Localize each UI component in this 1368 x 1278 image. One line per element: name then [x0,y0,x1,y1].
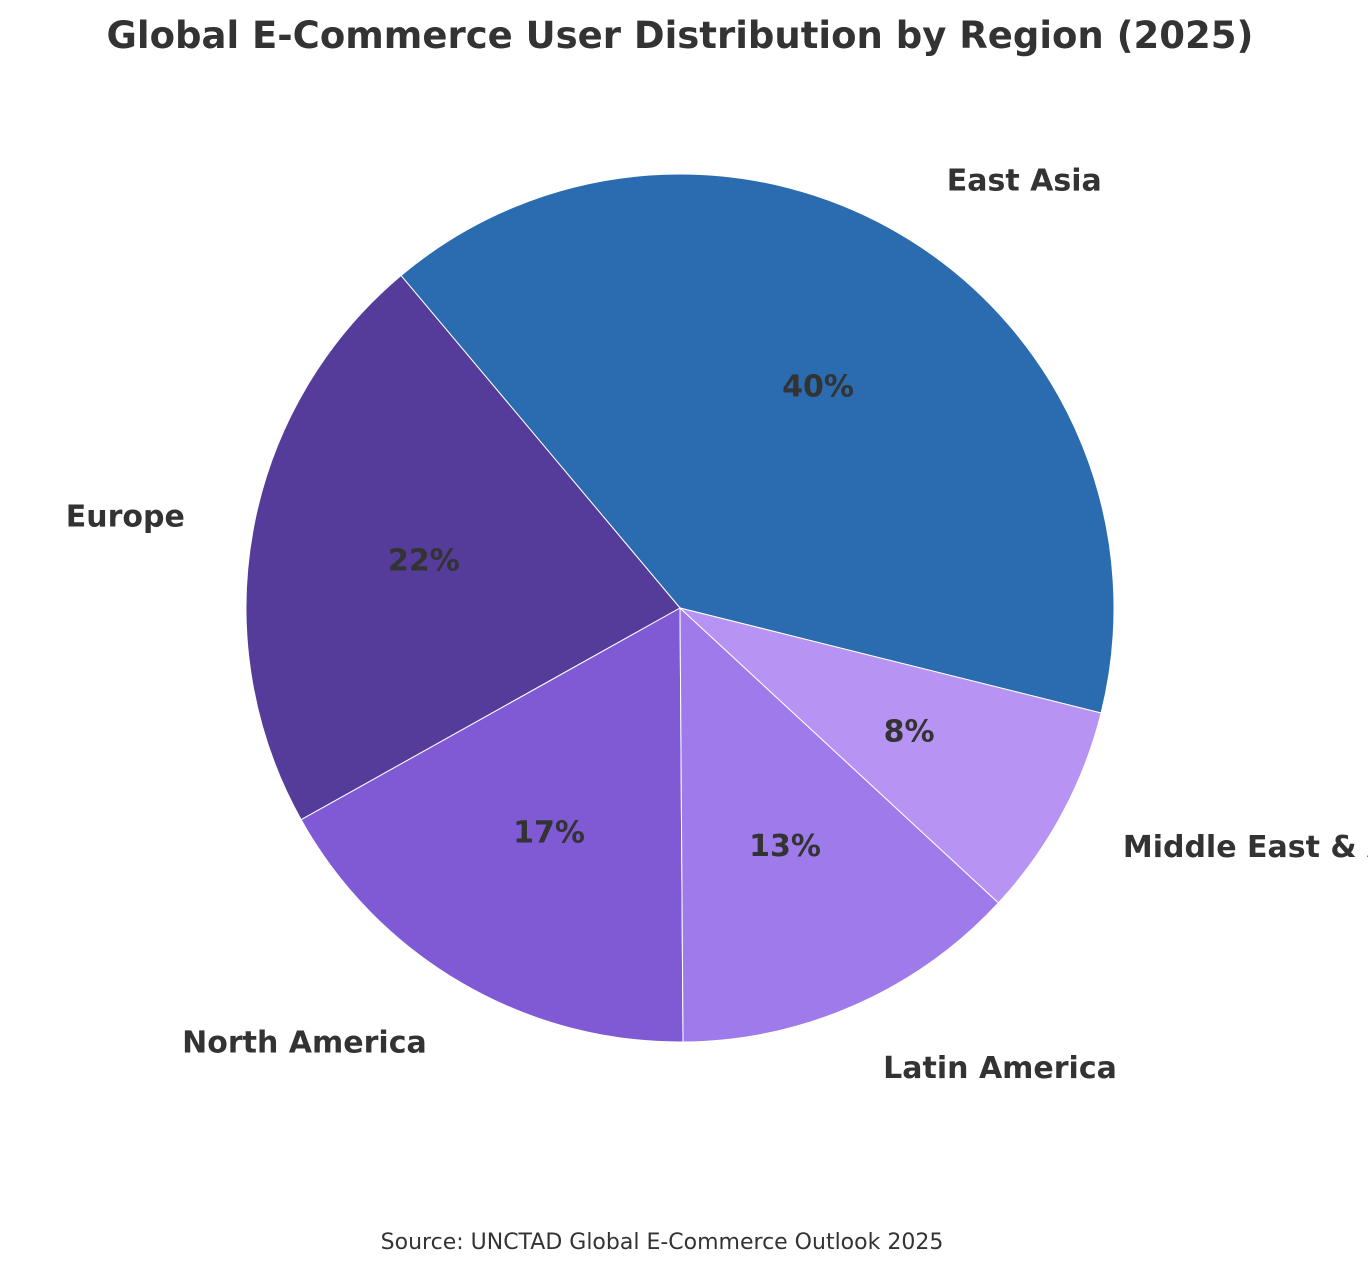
pct-label-latin-america: 13% [749,829,821,864]
slice-east-asia [400,173,1115,714]
slice-north-america [300,607,684,1043]
chart-title: Global E-Commerce User Distribution by R… [106,14,1254,57]
pct-label-middle-east-and-africa: 8% [884,714,935,749]
pct-label-north-america: 17% [513,816,585,851]
slice-europe [245,274,681,821]
pct-label-east-asia: 40% [782,370,854,405]
pie-slices [245,173,1115,1043]
pct-label-europe: 22% [388,543,460,578]
slice-label-latin-america: Latin America [883,1051,1117,1086]
slice-label-middle-east-and-africa: Middle East & Africa [1123,830,1368,865]
source-note: Source: UNCTAD Global E-Commerce Outlook… [380,1230,944,1255]
slice-latin-america [679,606,1000,1043]
slice-middle-east-and-africa [679,607,1102,904]
slice-label-north-america: North America [182,1026,427,1061]
slice-label-east-asia: East Asia [947,164,1102,199]
pie-labels: East Asia 40% Europe 22% North America 17% Lat… [66,164,1368,1087]
slice-label-europe: Europe [66,500,185,535]
